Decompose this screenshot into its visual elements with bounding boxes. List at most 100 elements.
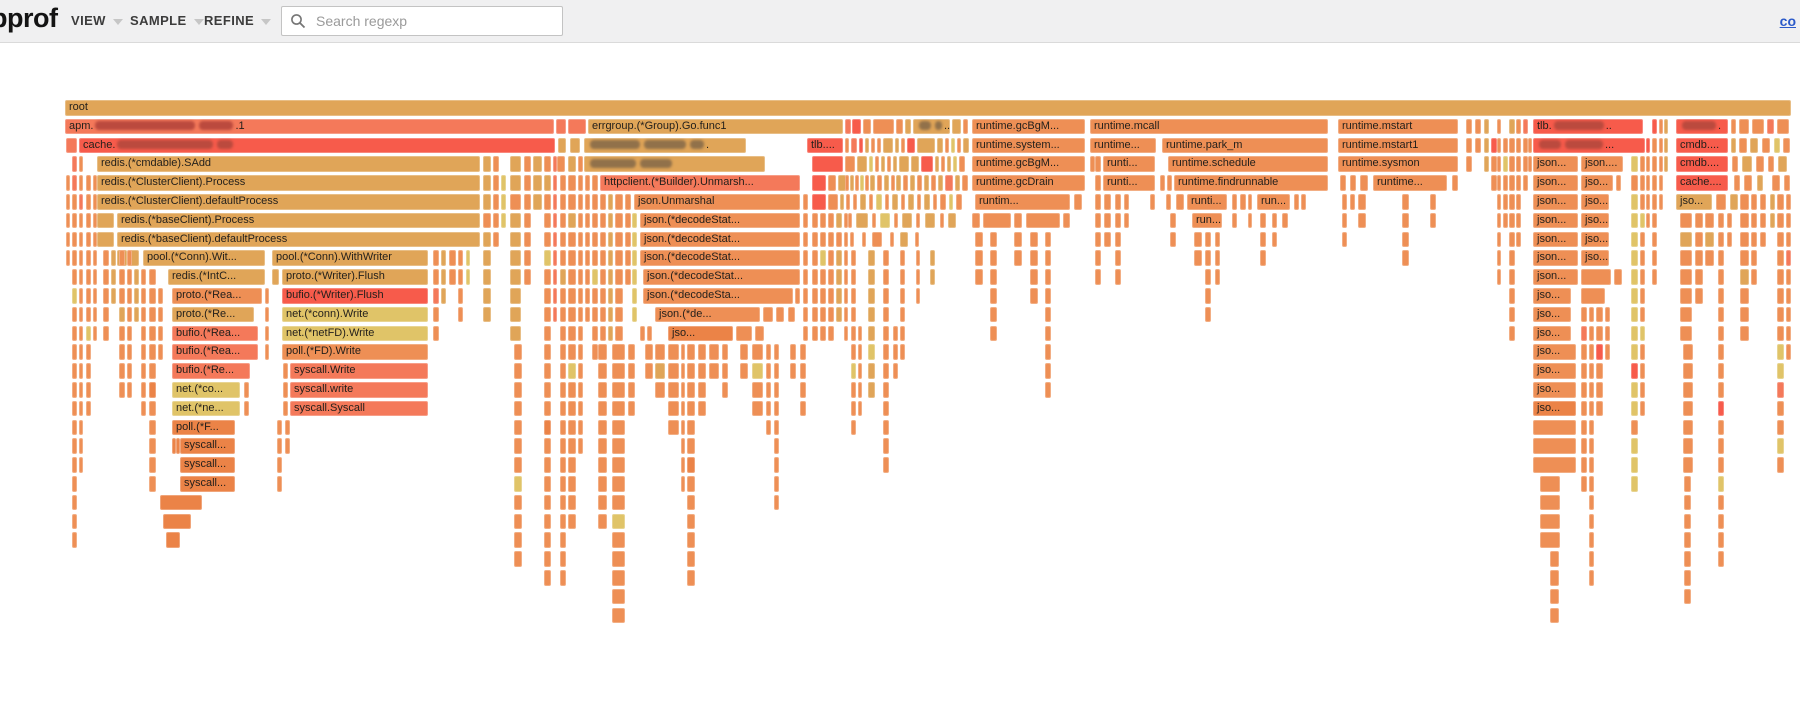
flame-bar[interactable] (1740, 231, 1749, 248)
flame-bar[interactable] (1640, 325, 1645, 342)
flame-bar[interactable] (568, 476, 576, 492)
flame-bar[interactable] (158, 288, 163, 304)
flame-bar[interactable] (524, 156, 531, 172)
flame-bar[interactable] (632, 231, 637, 248)
flame-bar-cmdb[interactable]: cmdb.... (1676, 156, 1728, 172)
flame-bar[interactable] (600, 288, 606, 304)
flame-bar[interactable] (493, 231, 499, 248)
flame-bar[interactable] (687, 457, 695, 473)
flame-bar[interactable] (176, 438, 180, 454)
flame-bar[interactable] (855, 175, 859, 191)
flame-bar[interactable] (127, 382, 132, 398)
flame-bar[interactable] (1659, 194, 1663, 210)
flame-bar[interactable] (1752, 118, 1764, 135)
flame-bar[interactable] (1497, 231, 1501, 248)
flame-bar[interactable] (127, 363, 132, 379)
flame-bar-bufio-rea[interactable]: bufio.(*Rea... (172, 344, 258, 360)
flame-bar[interactable] (628, 363, 635, 379)
flame-bar[interactable] (1581, 457, 1587, 473)
flame-bar[interactable] (493, 156, 499, 172)
flame-bar[interactable] (1581, 419, 1587, 436)
flame-bar[interactable] (687, 344, 695, 360)
flame-bar[interactable]: . (584, 137, 746, 154)
flame-bar[interactable] (615, 288, 623, 304)
flame-bar[interactable] (1705, 250, 1714, 266)
flame-bar[interactable] (568, 306, 576, 323)
flame-bar[interactable] (1205, 250, 1211, 266)
flame-bar[interactable] (560, 269, 566, 285)
flame-bar[interactable] (1664, 118, 1668, 135)
flame-bar[interactable] (510, 306, 521, 323)
flame-bar-syscall-syscall[interactable]: syscall.Syscall (290, 400, 428, 417)
flame-bar[interactable] (1248, 194, 1252, 210)
flame-bar[interactable] (868, 288, 875, 304)
flame-bar[interactable] (1350, 194, 1355, 210)
flame-bar[interactable] (883, 419, 889, 436)
flame-bar[interactable] (740, 344, 748, 360)
flame-bar[interactable] (1631, 269, 1638, 285)
flame-bar[interactable] (598, 344, 607, 360)
flame-bar[interactable] (544, 344, 551, 360)
flame-bar[interactable] (1646, 194, 1650, 210)
flame-bar[interactable] (868, 363, 875, 379)
flame-bar[interactable] (1497, 269, 1501, 285)
flame-bar[interactable] (869, 156, 873, 172)
flame-bar[interactable] (1589, 476, 1594, 492)
flame-bar[interactable] (924, 194, 930, 210)
flame-bar[interactable] (72, 212, 77, 229)
flame-bar[interactable] (1115, 250, 1121, 266)
flame-bar-runtime-mcall[interactable]: runtime.mcall (1090, 118, 1328, 135)
flame-bar[interactable] (893, 156, 897, 172)
flame-bar[interactable] (79, 438, 83, 454)
flame-bar[interactable] (828, 325, 834, 342)
flame-bar-tlb[interactable]: tlb.... (807, 137, 843, 154)
flame-bar[interactable] (1509, 231, 1515, 248)
flame-bar[interactable] (1095, 250, 1101, 266)
flame-bar[interactable] (907, 137, 915, 154)
flame-bar[interactable] (544, 551, 551, 567)
flame-bar[interactable] (493, 194, 499, 210)
flame-bar[interactable] (800, 382, 806, 398)
flame-bar[interactable] (632, 250, 637, 266)
flame-bar[interactable] (568, 494, 576, 511)
flame-bar[interactable] (1727, 212, 1732, 229)
flame-bar-syscall[interactable]: syscall... (180, 476, 235, 492)
flame-bar[interactable] (510, 250, 521, 266)
flame-bar[interactable] (957, 137, 961, 154)
flame-bar[interactable] (632, 306, 637, 323)
flame-bar[interactable] (612, 551, 625, 567)
flame-bar[interactable] (557, 156, 565, 172)
flame-bar[interactable] (283, 382, 288, 398)
flame-bar[interactable] (945, 175, 953, 191)
flame-bar[interactable] (615, 212, 623, 229)
flame-bar[interactable] (119, 306, 125, 323)
flame-bar[interactable] (921, 156, 933, 172)
flame-bar[interactable] (1652, 269, 1657, 285)
flame-bar-httpclient-builder-unmarsh[interactable]: httpclient.(*Builder).Unmarsh... (600, 175, 800, 191)
flame-bar[interactable] (1581, 476, 1587, 492)
flame-bar[interactable] (1768, 156, 1774, 172)
flame-bar[interactable] (1616, 175, 1621, 191)
flame-bar-net-ne[interactable]: net.(*ne... (172, 400, 240, 417)
flame-bar[interactable] (1631, 400, 1638, 417)
flame-bar[interactable] (1484, 156, 1489, 172)
flame-bar[interactable] (1684, 513, 1691, 530)
flame-bar[interactable] (1194, 231, 1202, 248)
flame-bar[interactable] (812, 212, 818, 229)
flame-bar[interactable] (544, 494, 551, 511)
flame-bar-redis-intc[interactable]: redis.(*IntC... (168, 269, 265, 285)
flame-bar[interactable] (585, 250, 590, 266)
flame-bar[interactable] (655, 382, 665, 398)
flame-bar[interactable] (1774, 137, 1780, 154)
flame-bar[interactable] (72, 457, 77, 473)
flame-bar[interactable] (556, 118, 566, 135)
flame-bar[interactable] (1509, 156, 1515, 172)
flame-bar[interactable]: . (1676, 118, 1728, 135)
flame-bar[interactable] (1659, 156, 1663, 172)
flame-bar[interactable] (851, 344, 856, 360)
flame-bar[interactable] (553, 250, 557, 266)
flame-bar[interactable] (72, 476, 77, 492)
flame-bar[interactable] (514, 551, 522, 567)
flame-bar[interactable] (501, 212, 506, 229)
flame-bar[interactable] (891, 175, 895, 191)
